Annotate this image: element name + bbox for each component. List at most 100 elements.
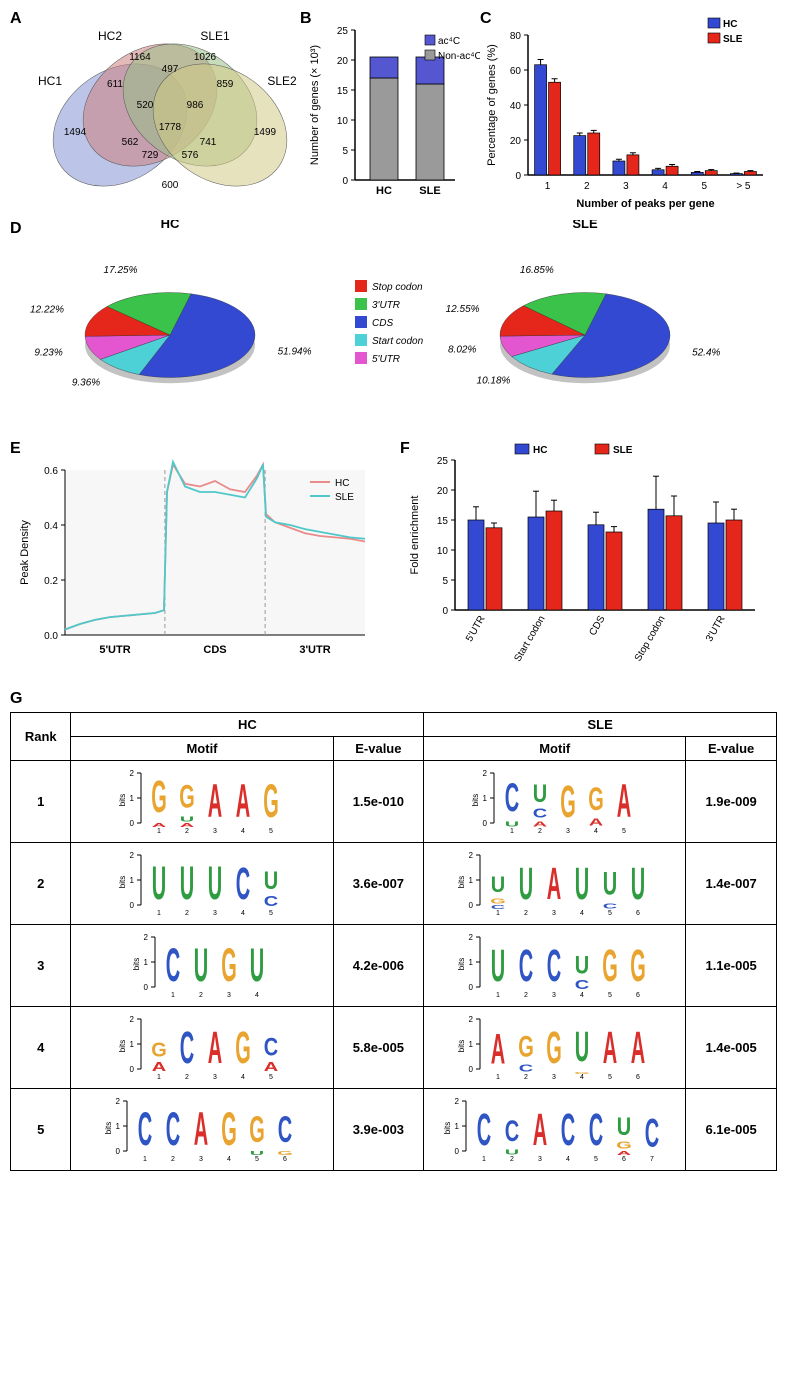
svg-text:A: A	[491, 1026, 505, 1073]
svg-text:C: C	[278, 1109, 292, 1150]
svg-text:A: A	[547, 859, 561, 909]
svg-text:HC: HC	[376, 185, 392, 197]
svg-text:U: U	[617, 1113, 631, 1141]
svg-text:1: 1	[482, 1156, 486, 1163]
svg-text:HC: HC	[335, 478, 349, 489]
svg-text:G: G	[221, 938, 237, 991]
panel-G-motifs: G RankHCSLE MotifE-valueMotifE-value 1 0…	[10, 690, 777, 1171]
svg-text:2: 2	[468, 851, 473, 860]
svg-text:1778: 1778	[159, 122, 182, 133]
svg-text:C: C	[533, 806, 547, 820]
svg-text:U: U	[575, 951, 589, 979]
svg-text:U: U	[180, 856, 194, 909]
svg-text:576: 576	[182, 150, 199, 161]
panelB-svg: 0510152025Number of genes (× 10³)HCSLEac…	[300, 10, 480, 210]
svg-text:0: 0	[144, 983, 149, 992]
svg-text:8.02%: 8.02%	[448, 345, 476, 356]
svg-text:3: 3	[538, 1156, 542, 1163]
svg-text:3: 3	[552, 1074, 556, 1081]
svg-text:3: 3	[566, 828, 570, 835]
svg-text:4: 4	[594, 828, 598, 835]
svg-text:3: 3	[552, 992, 556, 999]
panel-A-label: A	[10, 10, 22, 28]
svg-text:2: 2	[482, 769, 487, 778]
svg-text:HC: HC	[723, 19, 737, 30]
svg-text:1: 1	[545, 181, 551, 192]
svg-text:5: 5	[442, 576, 448, 587]
svg-text:1: 1	[482, 794, 487, 803]
svg-text:CDS: CDS	[203, 644, 226, 656]
svg-text:15: 15	[437, 516, 449, 527]
svg-text:6: 6	[283, 1156, 287, 1163]
panel-C-bar: C 020406080Percentage of genes (%)Number…	[480, 10, 777, 210]
svg-text:G: G	[235, 1023, 251, 1073]
svg-text:5: 5	[269, 910, 273, 917]
svg-text:5: 5	[608, 910, 612, 917]
svg-text:C: C	[166, 938, 180, 991]
svg-text:SLE: SLE	[419, 185, 440, 197]
svg-text:> 5: > 5	[736, 181, 751, 192]
svg-text:A: A	[152, 1060, 166, 1074]
svg-text:1: 1	[171, 992, 175, 999]
svg-text:1: 1	[468, 876, 473, 885]
svg-text:HC1: HC1	[38, 74, 62, 88]
svg-text:6: 6	[636, 1074, 640, 1081]
svg-text:A: A	[589, 817, 603, 828]
svg-text:5'UTR: 5'UTR	[372, 354, 400, 365]
svg-text:4: 4	[580, 1074, 584, 1081]
svg-text:2: 2	[524, 1074, 528, 1081]
svg-text:0: 0	[130, 901, 135, 910]
svg-text:G: G	[151, 772, 167, 822]
panelE-svg: 0.00.20.40.6Peak Density5'UTRCDS3'UTRHCS…	[10, 440, 400, 680]
svg-text:C: C	[575, 978, 589, 992]
svg-text:10.18%: 10.18%	[477, 375, 511, 386]
svg-text:2: 2	[130, 769, 135, 778]
svg-text:0: 0	[468, 901, 473, 910]
svg-text:C: C	[264, 893, 279, 910]
svg-text:4: 4	[241, 1074, 245, 1081]
svg-text:G: G	[221, 1102, 237, 1155]
svg-text:4: 4	[241, 910, 245, 917]
svg-text:2: 2	[199, 992, 203, 999]
panel-C-label: C	[480, 10, 492, 28]
svg-text:9.23%: 9.23%	[34, 347, 62, 358]
svg-text:1: 1	[468, 1040, 473, 1049]
svg-text:C: C	[138, 1102, 152, 1155]
svg-text:Peak Density: Peak Density	[19, 520, 31, 585]
svg-text:G: G	[263, 774, 279, 827]
svg-text:G: G	[518, 1031, 534, 1064]
svg-text:10: 10	[437, 546, 449, 557]
svg-text:C: C	[589, 1105, 603, 1155]
svg-text:C: C	[477, 1105, 491, 1155]
panelD-svg: HC51.94%9.36%9.23%12.22%17.25%SLE52.4%10…	[10, 220, 777, 430]
svg-text:G: G	[630, 941, 646, 991]
panel-F-label: F	[400, 440, 410, 458]
svg-text:U: U	[519, 859, 533, 909]
svg-text:2: 2	[538, 828, 542, 835]
svg-text:A: A	[631, 1023, 645, 1073]
svg-text:15: 15	[337, 86, 349, 97]
panel-B-stackedbar: B 0510152025Number of genes (× 10³)HCSLE…	[300, 10, 480, 210]
svg-text:U: U	[575, 1024, 589, 1071]
svg-text:HC: HC	[161, 220, 180, 231]
svg-text:51.94%: 51.94%	[278, 347, 312, 358]
svg-text:5: 5	[269, 828, 273, 835]
svg-text:bits: bits	[443, 1122, 452, 1134]
panel-D-label: D	[10, 220, 22, 238]
panel-B-label: B	[300, 10, 312, 28]
svg-text:3'UTR: 3'UTR	[372, 300, 400, 311]
svg-text:1026: 1026	[194, 52, 217, 63]
svg-text:4: 4	[580, 992, 584, 999]
svg-text:52.4%: 52.4%	[692, 348, 720, 359]
svg-text:10: 10	[337, 116, 349, 127]
svg-text:C: C	[547, 941, 561, 991]
svg-text:U: U	[603, 866, 617, 902]
svg-text:C: C	[264, 1033, 278, 1061]
svg-text:Percentage of genes (%): Percentage of genes (%)	[486, 44, 498, 166]
svg-text:3: 3	[623, 181, 629, 192]
svg-text:C: C	[166, 1102, 180, 1155]
svg-text:562: 562	[122, 137, 139, 148]
svg-text:CDS: CDS	[372, 318, 393, 329]
svg-text:SLE: SLE	[723, 34, 743, 45]
svg-text:1494: 1494	[64, 127, 87, 138]
